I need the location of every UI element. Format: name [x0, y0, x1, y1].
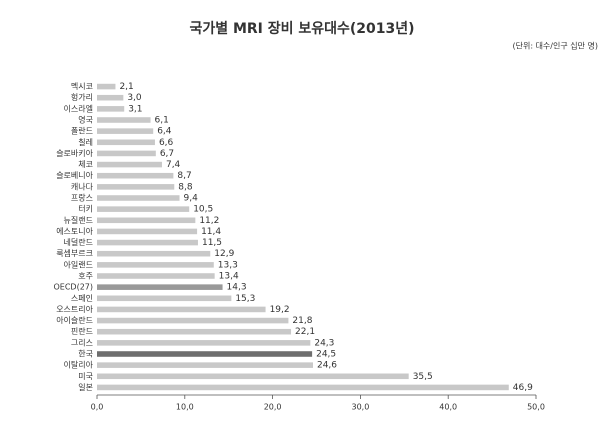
value-label: 13,4	[219, 272, 239, 282]
value-label: 24,3	[314, 338, 334, 348]
value-label: 3,1	[128, 104, 142, 114]
bar	[97, 161, 162, 168]
bar	[97, 284, 223, 290]
y-tick-label: 아이슬란드	[56, 315, 93, 325]
bar	[97, 184, 175, 190]
y-tick-label: 한국	[78, 350, 93, 359]
value-label: 24,5	[316, 350, 336, 360]
x-tick-label: 40,0	[439, 403, 457, 412]
value-label: 21,8	[292, 316, 312, 326]
x-tick-label: 50,0	[527, 403, 545, 412]
unit-note: (단위: 대수/인구 십만 명)	[512, 41, 598, 51]
bar	[97, 273, 215, 279]
y-tick-label: 칠레	[78, 138, 93, 147]
x-tick-label: 30,0	[351, 403, 369, 412]
bar	[97, 328, 292, 335]
bar	[97, 317, 289, 324]
value-label: 15,3	[235, 294, 255, 304]
value-label: 10,5	[193, 205, 213, 215]
value-label: 14,3	[227, 283, 247, 293]
x-tick-label: 10,0	[176, 403, 194, 412]
bar	[97, 117, 151, 123]
y-tick-label: 터키	[78, 205, 93, 214]
bar	[97, 373, 409, 380]
bar	[97, 228, 198, 235]
bar	[97, 106, 125, 112]
bar	[97, 250, 211, 257]
value-label: 6,7	[160, 149, 174, 159]
value-label: 19,2	[270, 305, 290, 315]
bar	[97, 128, 154, 134]
bar	[97, 83, 116, 90]
y-tick-label: 캐나다	[71, 182, 94, 191]
bar	[97, 217, 196, 224]
y-tick-label: 스페인	[71, 293, 93, 303]
value-label: 6,4	[157, 127, 172, 137]
y-tick-label: 헝가리	[71, 93, 93, 102]
bar	[97, 150, 156, 157]
value-label: 35,5	[413, 372, 433, 382]
bar	[97, 362, 313, 368]
y-tick-label: 슬로베니아	[56, 170, 93, 180]
bar	[97, 262, 214, 268]
y-tick-label: 에스토니아	[56, 226, 93, 236]
y-tick-label: 뉴질랜드	[64, 215, 93, 225]
value-label: 8,8	[178, 182, 193, 192]
value-label: 11,4	[201, 227, 221, 237]
value-label: 2,1	[119, 82, 133, 92]
y-tick-label: 네덜란드	[64, 237, 93, 247]
y-tick-label: 그리스	[71, 338, 93, 347]
y-tick-label: OECD(27)	[53, 283, 93, 292]
y-tick-label: 룩셈부르크	[56, 249, 93, 258]
bar	[97, 239, 198, 246]
bar	[97, 340, 311, 346]
value-label: 11,2	[199, 216, 219, 226]
value-label: 6,6	[159, 138, 174, 148]
value-label: 3,0	[127, 93, 142, 103]
value-label: 22,1	[295, 327, 315, 337]
y-tick-label: 일본	[78, 383, 93, 392]
chart-title: 국가별 MRI 장비 보유대수(2013년)	[189, 20, 414, 37]
y-tick-label: 프랑스	[71, 193, 93, 203]
bar	[97, 172, 174, 179]
y-tick-label: 멕시코	[71, 81, 93, 91]
y-tick-label: 폴란드	[71, 126, 93, 136]
bar	[97, 94, 124, 101]
y-tick-label: 미국	[78, 372, 93, 381]
bar	[97, 139, 155, 146]
y-tick-label: 체코	[78, 159, 93, 169]
bar	[97, 351, 313, 357]
y-tick-label: 슬로바키아	[56, 148, 93, 158]
value-label: 13,3	[218, 260, 238, 270]
x-tick-label: 20,0	[264, 403, 282, 412]
value-label: 6,1	[155, 116, 169, 126]
value-label: 11,5	[202, 238, 222, 248]
value-label: 24,6	[317, 361, 337, 371]
bar	[97, 206, 190, 212]
y-tick-label: 아일랜드	[64, 259, 93, 269]
bar	[97, 195, 180, 201]
bar	[97, 306, 266, 313]
y-tick-label: 호주	[78, 272, 93, 281]
value-label: 46,9	[513, 383, 533, 393]
value-label: 7,4	[166, 160, 181, 170]
value-label: 9,4	[184, 194, 199, 204]
bar	[97, 384, 509, 391]
value-label: 12,9	[214, 249, 234, 259]
x-tick-label: 0,0	[91, 403, 104, 412]
bar	[97, 295, 232, 302]
y-tick-label: 오스트리아	[56, 304, 93, 314]
y-tick-label: 영국	[78, 115, 93, 125]
y-tick-label: 핀란드	[71, 326, 93, 336]
value-label: 8,7	[177, 171, 191, 181]
y-tick-label: 이스라엘	[64, 103, 93, 113]
y-tick-label: 이탈리아	[64, 360, 94, 370]
